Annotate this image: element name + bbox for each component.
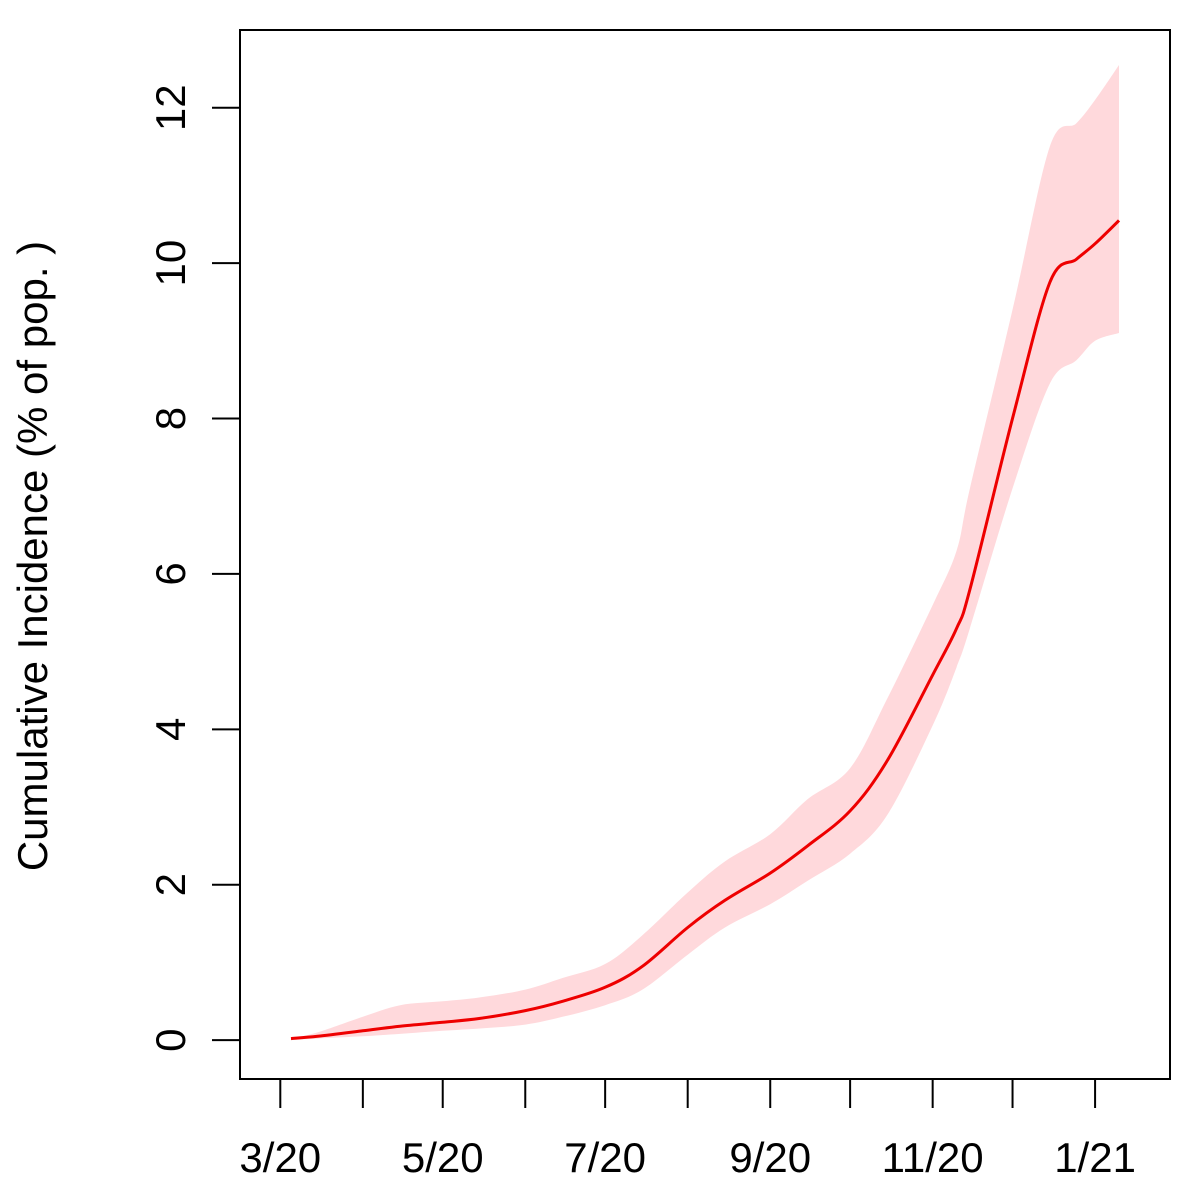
x-tick-label: 9/20 (729, 1134, 811, 1181)
x-tick-label: 5/20 (402, 1134, 484, 1181)
plot-frame (239, 29, 1171, 1080)
y-tick-label: 8 (147, 407, 194, 430)
y-tick-label: 0 (147, 1028, 194, 1051)
x-axis: 3/20 5/20 7/20 9/20 11/20 1/21 (239, 1080, 1136, 1181)
y-tick-label: 10 (147, 240, 194, 287)
confidence-band-layer (291, 65, 1119, 1041)
y-axis: 0 2 4 6 8 10 12 (147, 84, 240, 1052)
x-tick-label: 7/20 (564, 1134, 646, 1181)
mean-line (290, 219, 1121, 1041)
y-axis-title: Cumulative Incidence (% of pop. ) (9, 241, 56, 871)
x-tick-label: 3/20 (239, 1134, 321, 1181)
x-tick-label: 1/21 (1054, 1134, 1136, 1181)
y-tick-label: 12 (147, 84, 194, 131)
y-tick-label: 4 (147, 718, 194, 741)
mean-line-layer (290, 219, 1121, 1041)
x-tick-label: 11/20 (882, 1134, 984, 1181)
y-tick-label: 6 (147, 562, 194, 585)
confidence-band (291, 65, 1119, 1041)
y-tick-label: 2 (147, 873, 194, 896)
